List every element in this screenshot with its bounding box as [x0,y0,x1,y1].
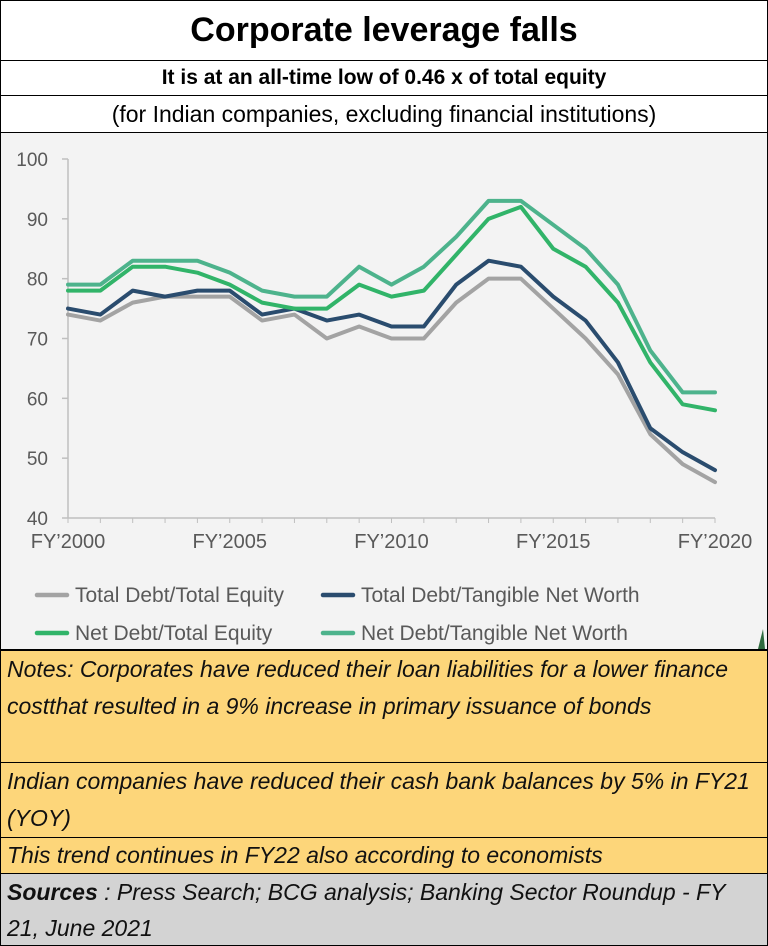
corner-mark [758,629,765,649]
chart-area: 40 50 60 70 80 90 100 FY’2000 FY’2005 FY’2010 FY’2… [1,133,767,651]
page-subnote: (for Indian companies, excluding financi… [1,96,767,133]
x-tick-label: FY’2015 [516,531,591,553]
sources: Sources : Press Search; BCG analysis; Ba… [1,874,767,945]
legend-label-4: Net Debt/Tangible Net Worth [361,622,628,645]
y-tick-label: 80 [27,270,48,291]
x-tick-label: FY’2010 [354,531,429,553]
page-subtitle: It is at an all-time low of 0.46 x of to… [1,61,767,96]
y-tick-label: 100 [16,150,48,171]
note-3: This trend continues in FY22 also accord… [1,838,767,874]
series-line-2 [66,258,717,473]
line-chart: 40 50 60 70 80 90 100 FY’2000 FY’2005 FY’2010 FY’2… [16,150,765,649]
x-tick-label: FY’2000 [31,531,106,553]
series-line-4 [66,198,717,395]
y-tick-label: 50 [27,449,48,470]
series-line-3 [66,204,717,413]
y-tick-label: 90 [27,210,48,231]
legend-label-2: Total Debt/Tangible Net Worth [361,584,640,607]
y-tick-label: 60 [27,389,48,410]
note-2: Indian companies have reduced their cash… [1,763,767,838]
legend-label-1: Total Debt/Total Equity [75,584,284,607]
x-tick-label: FY’2020 [678,531,753,553]
y-tick-label: 40 [27,509,48,530]
sources-label: Sources [7,879,98,905]
sources-text: : Press Search; BCG analysis; Banking Se… [7,879,726,941]
legend-label-3: Net Debt/Total Equity [75,622,273,645]
note-1: Notes: Corporates have reduced their loa… [1,651,767,763]
series-line-1 [66,276,717,485]
page-title: Corporate leverage falls [1,1,767,61]
y-tick-label: 70 [27,330,48,351]
x-tick-label: FY’2005 [193,531,268,553]
